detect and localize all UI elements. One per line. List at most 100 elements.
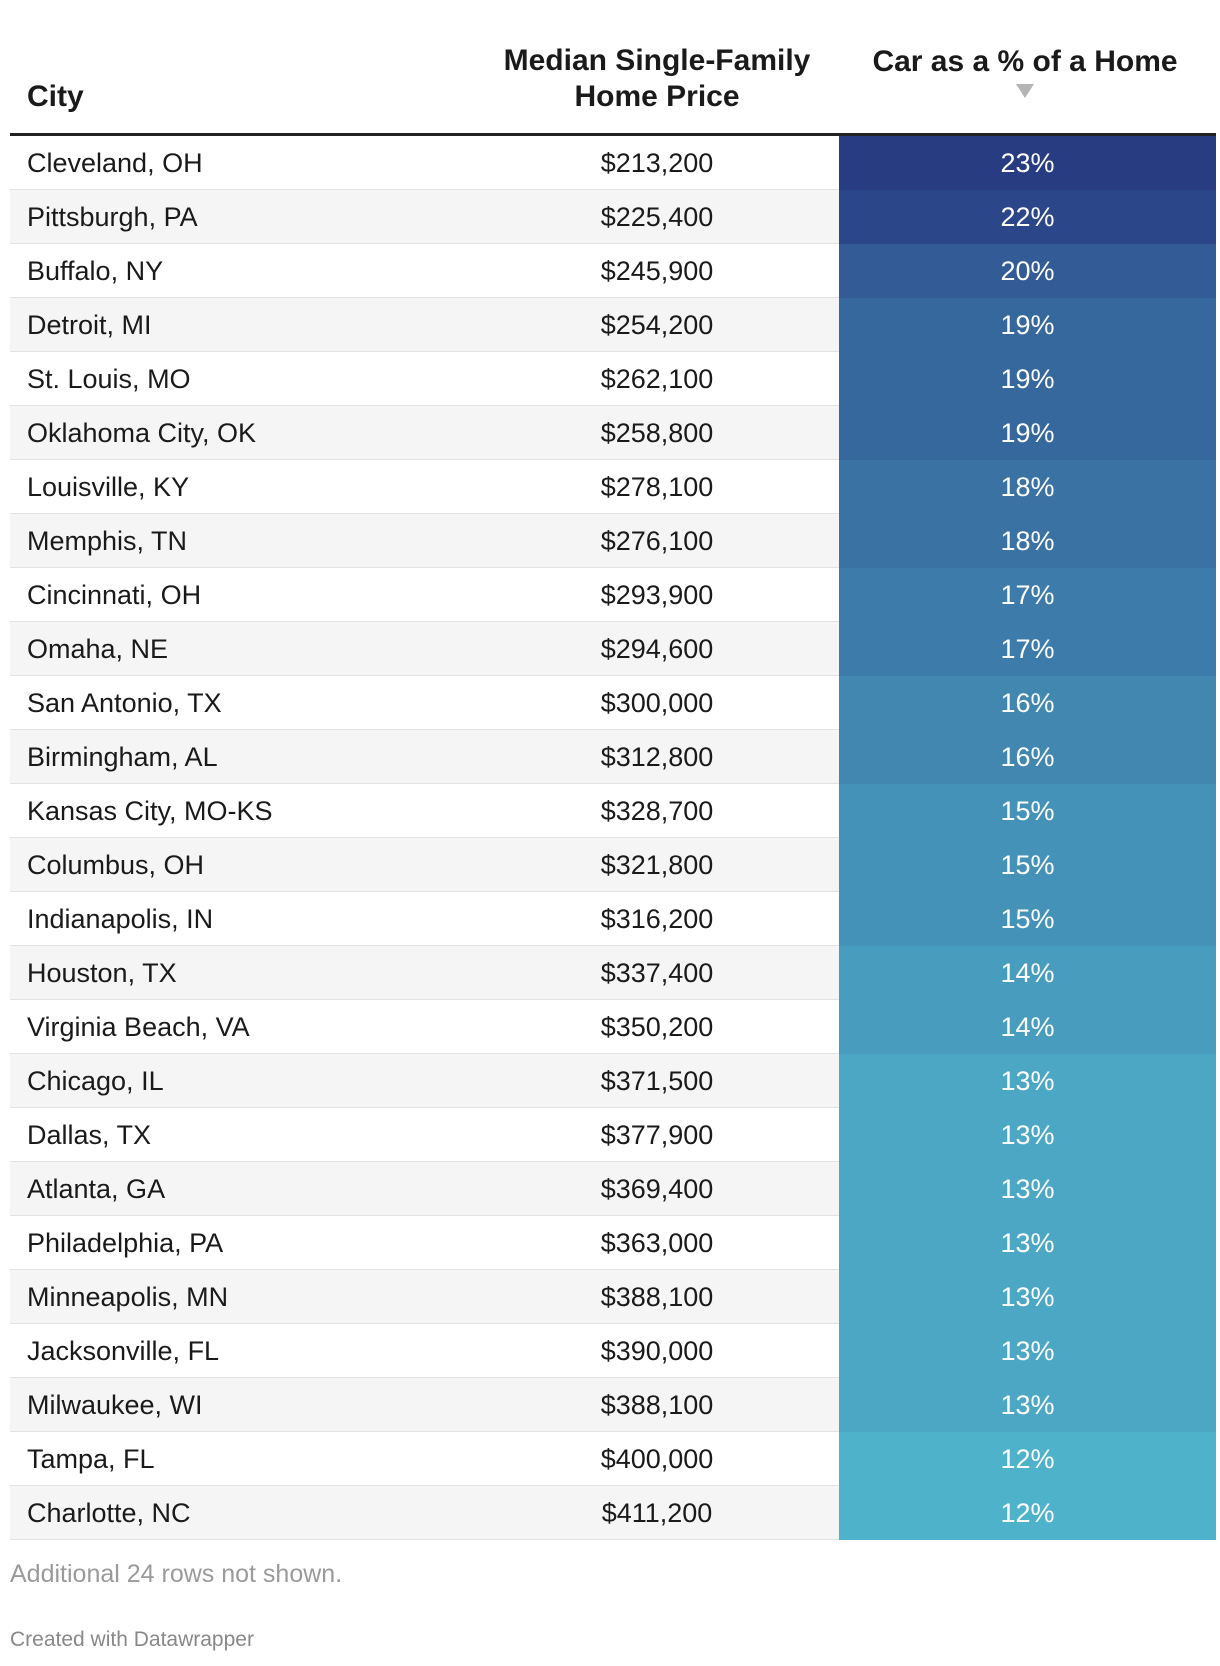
cell-city: Pittsburgh, PA (27, 202, 198, 232)
cell-city: Columbus, OH (27, 850, 205, 880)
cell-city: Atlanta, GA (27, 1174, 166, 1204)
table-row: Cleveland, OH $213,200 23% (10, 136, 1216, 190)
table-row: Pittsburgh, PA $225,400 22% (10, 190, 1216, 244)
cell-home-price: $371,500 (600, 1066, 714, 1096)
cell-city: Philadelphia, PA (27, 1228, 224, 1258)
table-row: Minneapolis, MN $388,100 13% (10, 1270, 1216, 1324)
cell-car-pct: 13% (839, 1216, 1216, 1270)
cell-home-price: $337,400 (600, 958, 714, 988)
cell-city: Louisville, KY (27, 472, 190, 502)
table-row: Virginia Beach, VA $350,200 14% (10, 1000, 1216, 1054)
cell-home-price: $411,200 (601, 1498, 713, 1528)
cell-home-price: $254,200 (600, 310, 714, 340)
cell-home-price: $390,000 (600, 1336, 714, 1366)
cell-city: Birmingham, AL (27, 742, 218, 772)
cell-home-price: $276,100 (600, 526, 714, 556)
cell-car-pct: 13% (839, 1324, 1216, 1378)
cell-car-pct: 17% (839, 622, 1216, 676)
column-header-price[interactable]: Median Single-Family Home Price (497, 43, 817, 115)
cell-home-price: $350,200 (600, 1012, 714, 1042)
cell-home-price: $388,100 (600, 1282, 714, 1312)
table-row: Omaha, NE $294,600 17% (10, 622, 1216, 676)
table-row: Oklahoma City, OK $258,800 19% (10, 406, 1216, 460)
column-header-city[interactable]: City (27, 80, 84, 113)
table-row: Jacksonville, FL $390,000 13% (10, 1324, 1216, 1378)
rows-not-shown-note: Additional 24 rows not shown. (10, 1560, 343, 1588)
table-row: St. Louis, MO $262,100 19% (10, 352, 1216, 406)
cell-home-price: $321,800 (600, 850, 714, 880)
table-row: Houston, TX $337,400 14% (10, 946, 1216, 1000)
cell-home-price: $245,900 (600, 256, 714, 286)
table-row: Indianapolis, IN $316,200 15% (10, 892, 1216, 946)
sort-descending-icon (1016, 84, 1034, 98)
cell-city: Omaha, NE (27, 634, 169, 664)
cell-car-pct: 17% (839, 568, 1216, 622)
table-row: Philadelphia, PA $363,000 13% (10, 1216, 1216, 1270)
table-row: Buffalo, NY $245,900 20% (10, 244, 1216, 298)
table-header: City Median Single-Family Home Price Car… (10, 0, 1216, 136)
cell-city: Houston, TX (27, 958, 177, 988)
table-body: Cleveland, OH $213,200 23% Pittsburgh, PA $2… (10, 136, 1216, 1540)
cell-home-price: $388,100 (600, 1390, 714, 1420)
table-row: Cincinnati, OH $293,900 17% (10, 568, 1216, 622)
table-row: Detroit, MI $254,200 19% (10, 298, 1216, 352)
table-row: Atlanta, GA $369,400 13% (10, 1162, 1216, 1216)
cell-city: Cincinnati, OH (27, 580, 202, 610)
cell-home-price: $377,900 (600, 1120, 714, 1150)
table-row: Columbus, OH $321,800 15% (10, 838, 1216, 892)
cell-home-price: $213,200 (600, 148, 714, 178)
cell-car-pct: 13% (839, 1054, 1216, 1108)
cell-home-price: $316,200 (600, 904, 714, 934)
table-row: Chicago, IL $371,500 13% (10, 1054, 1216, 1108)
cell-city: Charlotte, NC (27, 1498, 191, 1528)
cell-city: Jacksonville, FL (27, 1336, 220, 1366)
cell-home-price: $312,800 (600, 742, 714, 772)
cell-city: Oklahoma City, OK (27, 418, 257, 448)
cell-city: Dallas, TX (27, 1120, 152, 1150)
cell-home-price: $369,400 (600, 1174, 714, 1204)
cell-city: Virginia Beach, VA (27, 1012, 250, 1042)
cell-home-price: $294,600 (600, 634, 714, 664)
cell-city: Detroit, MI (27, 310, 152, 340)
cell-home-price: $363,000 (600, 1228, 714, 1258)
cell-city: Chicago, IL (27, 1066, 164, 1096)
table-row: Memphis, TN $276,100 18% (10, 514, 1216, 568)
cell-car-pct: 14% (839, 946, 1216, 1000)
datawrapper-credit[interactable]: Created with Datawrapper (10, 1628, 254, 1651)
cell-car-pct: 16% (839, 676, 1216, 730)
cell-city: Minneapolis, MN (27, 1282, 229, 1312)
table-row: Louisville, KY $278,100 18% (10, 460, 1216, 514)
cell-home-price: $278,100 (600, 472, 714, 502)
column-header-price-line2: Home Price (574, 80, 740, 113)
column-header-pct[interactable]: Car as a % of a Home (850, 44, 1200, 98)
cell-car-pct: 18% (839, 460, 1216, 514)
cell-home-price: $328,700 (600, 796, 714, 826)
cell-city: Memphis, TN (27, 526, 188, 556)
table-row: Kansas City, MO-KS $328,700 15% (10, 784, 1216, 838)
cell-car-pct: 12% (839, 1432, 1216, 1486)
cell-home-price: $400,000 (600, 1444, 714, 1474)
cell-car-pct: 20% (839, 244, 1216, 298)
cell-car-pct: 19% (839, 352, 1216, 406)
cell-car-pct: 19% (839, 298, 1216, 352)
cell-car-pct: 14% (839, 1000, 1216, 1054)
cell-city: Indianapolis, IN (27, 904, 214, 934)
table-row: Dallas, TX $377,900 13% (10, 1108, 1216, 1162)
cell-car-pct: 15% (839, 838, 1216, 892)
cell-city: Kansas City, MO-KS (27, 796, 273, 826)
cell-car-pct: 13% (839, 1270, 1216, 1324)
cell-car-pct: 13% (839, 1108, 1216, 1162)
cell-home-price: $258,800 (600, 418, 714, 448)
data-table: City Median Single-Family Home Price Car… (10, 0, 1216, 1540)
cell-car-pct: 16% (839, 730, 1216, 784)
cell-city: St. Louis, MO (27, 364, 191, 394)
cell-city: Cleveland, OH (27, 148, 203, 178)
cell-car-pct: 19% (839, 406, 1216, 460)
cell-car-pct: 15% (839, 892, 1216, 946)
cell-home-price: $225,400 (600, 202, 714, 232)
table-row: Milwaukee, WI $388,100 13% (10, 1378, 1216, 1432)
cell-car-pct: 12% (839, 1486, 1216, 1540)
table-row: Charlotte, NC $411,200 12% (10, 1486, 1216, 1540)
cell-car-pct: 23% (839, 136, 1216, 190)
column-header-pct-label: Car as a % of a Home (872, 45, 1178, 78)
